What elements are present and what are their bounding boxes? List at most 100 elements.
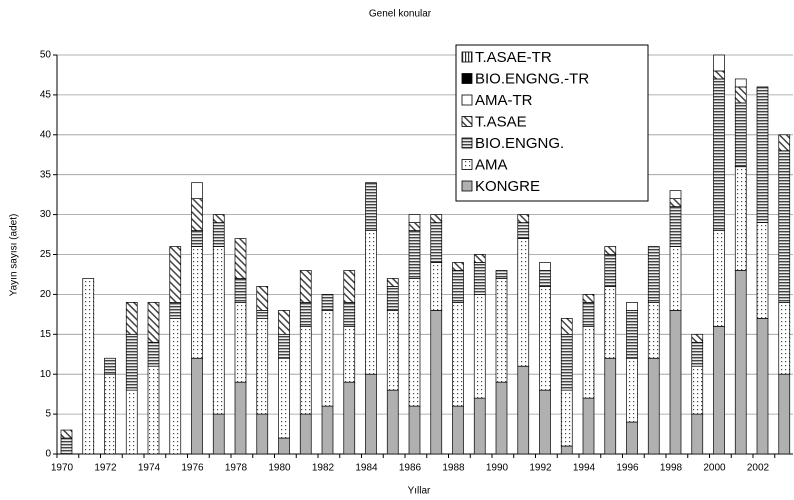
bar-segment (191, 357, 203, 455)
bar-segment (582, 397, 595, 455)
legend-swatch (461, 180, 473, 192)
bar-segment (517, 214, 530, 223)
x-tick-label: 2000 (703, 463, 726, 474)
y-tick-label: 5 (45, 409, 51, 420)
y-tick-label: 35 (40, 169, 52, 180)
y-tick-label: 15 (40, 329, 52, 340)
x-tick-label: 1972 (94, 463, 117, 474)
bar-segment (256, 413, 269, 455)
bar-segment (539, 262, 551, 271)
bar-segment (495, 381, 508, 455)
y-tick-label: 20 (40, 289, 52, 300)
bar-segment (299, 413, 312, 455)
bar-segment (386, 278, 399, 287)
bar-segment (408, 222, 421, 231)
bar-segment (778, 134, 791, 152)
bar-segment (60, 437, 73, 455)
bar-segment (234, 238, 247, 279)
bar-segment (408, 278, 421, 407)
bar-segment (626, 310, 638, 359)
x-tick-label: 1970 (51, 463, 74, 474)
y-tick-label: 45 (40, 90, 52, 101)
bar-segment (626, 357, 638, 423)
legend-swatch (461, 51, 473, 63)
bar-segment (212, 222, 225, 247)
bar-segment (669, 246, 682, 311)
bar-segment (539, 286, 551, 391)
bar-segment (647, 357, 660, 455)
legend: KONGRE AMA BIO.ENGNG. T.ASAE AMA-TR BIO.ENGNG… (455, 44, 649, 202)
bar-segment (430, 262, 443, 311)
bar-segment (234, 278, 247, 303)
bar-segment (647, 302, 660, 359)
bar-segment (669, 198, 682, 207)
bar-segment (256, 286, 269, 311)
bar-segment (473, 397, 486, 455)
legend-label: BIO.ENGNG. (475, 135, 564, 152)
bar-segment (756, 86, 769, 223)
x-tick-label: 1994 (573, 463, 596, 474)
bar-segment (321, 310, 334, 407)
bar-segment (691, 341, 704, 367)
bar-segment (60, 429, 73, 439)
bar-segment (82, 278, 95, 455)
y-tick-label: 30 (40, 209, 52, 220)
bar-segment (278, 333, 290, 359)
legend-label: KONGRE (475, 178, 540, 195)
bar-segment (517, 222, 530, 239)
bar-segment (125, 302, 138, 335)
bar-segment (125, 389, 138, 455)
x-tick-label: 1986 (399, 463, 422, 474)
bar-segment (104, 357, 116, 375)
bar-segment (169, 302, 182, 319)
legend-swatch (461, 94, 473, 106)
bar-segment (560, 317, 573, 335)
bar-segment (147, 341, 160, 367)
bar-segment (539, 389, 551, 455)
bar-segment (560, 445, 573, 455)
bar-segment (734, 166, 747, 271)
bar-segment (452, 270, 464, 303)
bar-segment (734, 102, 747, 168)
x-tick-label: 1998 (660, 463, 683, 474)
bar-segment (256, 317, 269, 415)
bar-segment (212, 413, 225, 455)
legend-box (455, 44, 649, 202)
bar-segment (191, 182, 203, 199)
bar-segment (756, 317, 769, 455)
bar-segment (365, 182, 377, 231)
bar-segment (473, 294, 486, 399)
bar-segment (212, 246, 225, 415)
bar-segment (517, 238, 530, 367)
bar-segment (191, 246, 203, 359)
bar-segment (691, 413, 704, 455)
bar-segment (517, 365, 530, 455)
legend-swatch (461, 159, 473, 170)
legend-swatch (461, 73, 473, 84)
legend-label: T.ASAE (475, 113, 527, 130)
bar-segment (495, 270, 508, 279)
bar-segment (321, 294, 334, 311)
bar-segment (169, 246, 182, 303)
bar-segment (452, 302, 464, 407)
bar-segment (343, 325, 356, 383)
bar-segment (734, 86, 747, 104)
legend-label: BIO.ENGNG.-TR (475, 70, 589, 87)
bar-segment (430, 310, 443, 455)
bar-segment (582, 294, 595, 303)
bar-segment (147, 365, 160, 455)
y-tick-label: 25 (40, 249, 52, 260)
bar-segment (343, 302, 356, 327)
y-tick-label: 0 (45, 449, 51, 460)
x-tick-label: 2002 (747, 463, 770, 474)
bar-segment (669, 190, 682, 199)
x-tick-label: 1976 (181, 463, 204, 474)
bar-segment (386, 286, 399, 311)
bar-segment (669, 310, 682, 455)
bar-segment (669, 206, 682, 247)
bar-segment (713, 230, 725, 327)
x-tick-label: 1978 (225, 463, 248, 474)
bar-segment (125, 333, 138, 391)
bar-segment (778, 373, 791, 455)
bar-segment (278, 357, 290, 439)
